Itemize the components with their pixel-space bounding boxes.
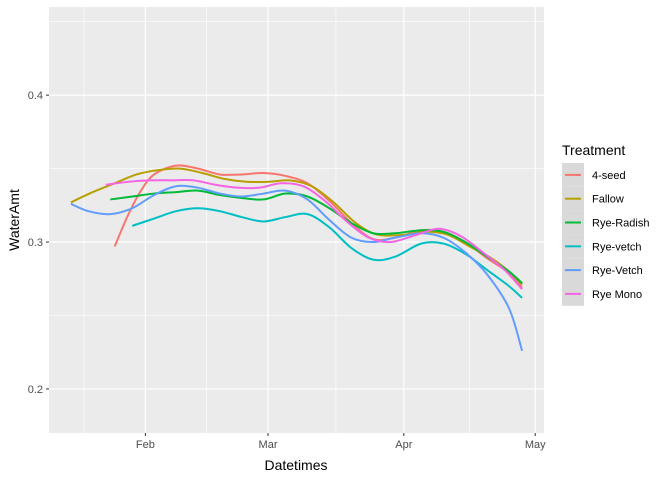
- x-axis: Feb Mar Apr May: [136, 433, 546, 451]
- legend-label-rye-radish: Rye-Radish: [592, 218, 649, 230]
- series-lines: [70, 164, 524, 352]
- series-line-rye-vetch: [70, 184, 524, 352]
- legend: Treatment 4-seed Fallow Rye-Radish Rye-vetc…: [562, 142, 649, 306]
- series-line-rye-radish: [110, 189, 523, 284]
- series-line-rye-mono: [105, 179, 523, 290]
- x-tick-label: Apr: [395, 439, 412, 451]
- y-axis-title: WaterAmt: [6, 189, 22, 251]
- grid-lines: [49, 7, 544, 433]
- series-line-rye-vetch: [131, 207, 523, 299]
- y-axis: 0.2 0.3 0.4: [28, 90, 49, 396]
- x-axis-title: Datetimes: [264, 457, 327, 473]
- plot-panel: [49, 7, 544, 433]
- y-tick-label: 0.3: [28, 237, 43, 249]
- legend-title: Treatment: [562, 142, 625, 158]
- legend-label-4-seed: 4-seed: [592, 170, 626, 182]
- series-line-fallow: [70, 167, 523, 286]
- legend-label-rye-mono: Rye Mono: [592, 289, 642, 301]
- legend-label-rye-vetch: Rye-Vetch: [592, 265, 643, 277]
- y-tick-label: 0.2: [28, 384, 43, 396]
- y-tick-label: 0.4: [28, 90, 43, 102]
- legend-label-fallow: Fallow: [592, 194, 624, 206]
- x-tick-label: May: [525, 439, 546, 451]
- x-tick-label: Mar: [259, 439, 278, 451]
- x-tick-label: Feb: [136, 439, 155, 451]
- legend-label-rye-vetch: Rye-vetch: [592, 241, 642, 253]
